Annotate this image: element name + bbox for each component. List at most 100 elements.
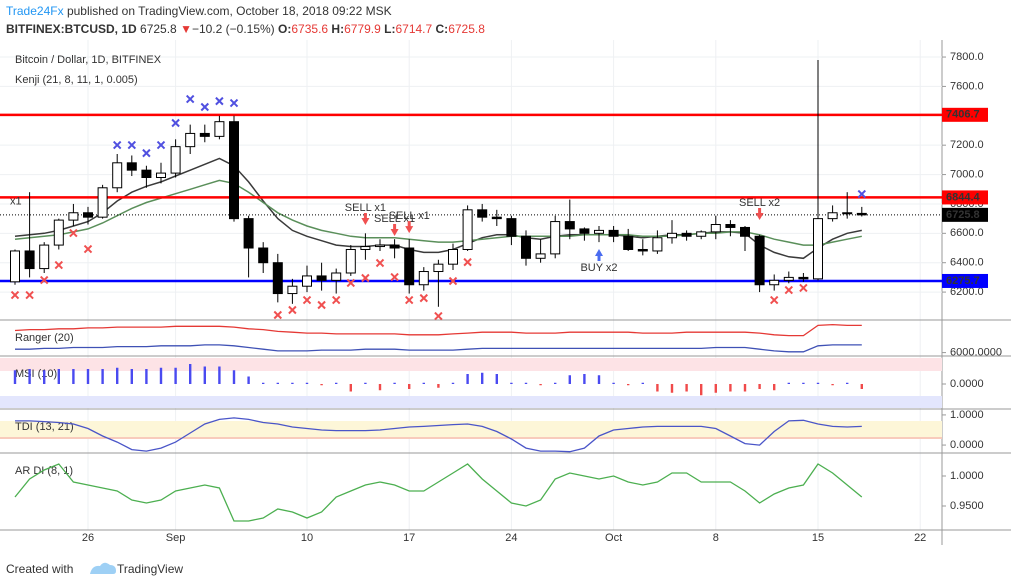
candle-body [842, 212, 853, 215]
y-tick-label: 6200.0 [950, 286, 984, 298]
x-tick-label: Oct [605, 532, 622, 544]
candle-body [769, 279, 780, 286]
author[interactable]: Trade24Fx [6, 4, 64, 18]
arrow: ▼ [180, 22, 192, 36]
sell-arrow [361, 213, 370, 226]
histogram-bar [378, 384, 382, 391]
histogram-bar [670, 384, 674, 393]
candle-body [389, 244, 400, 249]
indicator-line [15, 417, 862, 453]
histogram-bar [773, 384, 776, 391]
candle-body [53, 219, 64, 246]
x-tick-label: 26 [82, 532, 94, 544]
signal-cross-below [404, 295, 414, 305]
y-tick-label: 7000.0 [950, 168, 984, 180]
signal-cross-above [112, 140, 122, 150]
histogram-bar [481, 372, 484, 384]
histogram-bar [554, 382, 557, 384]
candle-body [608, 229, 619, 237]
histogram-bar [451, 382, 455, 384]
x-tick-label: 8 [713, 532, 719, 544]
candle-body [141, 169, 152, 179]
panel-title: MSI (10) [15, 368, 57, 380]
publish-line: Trade24Fx published on TradingView.com, … [6, 4, 392, 18]
y-tick-label: 1.0000 [950, 470, 984, 482]
candle-body [535, 253, 546, 259]
histogram-bar [510, 382, 513, 384]
symbol-line: BITFINEX:BTCUSD, 1D 6725.8 ▼−10.2 (−0.15… [6, 22, 485, 36]
level-label-box [942, 107, 988, 122]
candle-body [725, 224, 736, 228]
candle-body [243, 218, 254, 249]
histogram-bar [568, 375, 571, 384]
histogram-bar [700, 384, 703, 396]
candle-body [83, 212, 93, 218]
panel-title: AR DI (8, 1) [15, 465, 73, 477]
histogram-bar [86, 369, 90, 384]
o: 6735.6 [291, 22, 328, 36]
histogram-bar [276, 382, 279, 384]
signal-cross-above [200, 102, 210, 112]
histogram-bar [116, 367, 119, 384]
histogram-bar [305, 382, 309, 384]
candle-body [258, 247, 269, 264]
candle-body [579, 228, 590, 234]
x-tick-label: 22 [914, 532, 926, 544]
candle-body [39, 244, 50, 270]
candle-body [652, 237, 663, 252]
histogram-bar [320, 384, 323, 386]
candle-body [827, 212, 838, 220]
candle-body [112, 162, 123, 189]
signal-label: SELL x1 [389, 210, 430, 222]
candle-body [185, 132, 196, 148]
tdi-band [0, 421, 942, 439]
histogram-bar [758, 384, 761, 389]
signal-label: SELL x1 [345, 202, 386, 214]
histogram-bar [743, 384, 747, 392]
histogram-bar [13, 370, 17, 384]
candle-body [229, 121, 239, 220]
histogram-bar [262, 382, 265, 384]
candle-body [345, 248, 356, 274]
level-label-box [942, 207, 988, 222]
candle-body [68, 212, 79, 221]
histogram-bar [583, 374, 586, 384]
c-label: C: [436, 22, 449, 36]
candle-body [856, 212, 867, 216]
candle-body [477, 209, 488, 218]
histogram-bar [393, 382, 396, 384]
created-with: Created with [6, 562, 73, 576]
y-tick-label: 7600.0 [950, 80, 984, 92]
candle-body [97, 187, 108, 218]
histogram-bar [627, 384, 630, 386]
candle-body [287, 285, 298, 295]
panel-title: TDI (13, 21) [15, 421, 74, 433]
signal-cross-below [769, 295, 779, 305]
histogram-bar [422, 382, 425, 384]
histogram-bar [335, 382, 338, 384]
candle-body [594, 229, 604, 234]
signal-label: SELL x1 [374, 213, 415, 225]
candle-body [302, 275, 312, 287]
signal-cross-above [142, 148, 151, 158]
candle-body [564, 221, 575, 230]
signal-cross-below [288, 305, 297, 315]
brand[interactable]: TradingView [117, 562, 183, 576]
candle-body [637, 248, 648, 252]
histogram-bar [612, 382, 615, 384]
l-label: L: [384, 22, 395, 36]
signal-cross-below [799, 283, 808, 293]
x-tick-label: 24 [505, 532, 517, 544]
kenji-line [14, 179, 862, 246]
x-tick-label: 10 [301, 532, 313, 544]
signal-label: BUY x2 [580, 262, 617, 274]
level-label-box [942, 190, 988, 205]
histogram-bar [57, 369, 60, 384]
candle-body [813, 218, 823, 280]
histogram-bar [729, 384, 732, 392]
signal-cross-below [434, 311, 443, 321]
histogram-bar [816, 382, 820, 384]
panel-title: Bitcoin / Dollar, 1D, BITFINEX [15, 54, 162, 66]
histogram-bar [437, 384, 440, 388]
candle-body [24, 250, 35, 270]
